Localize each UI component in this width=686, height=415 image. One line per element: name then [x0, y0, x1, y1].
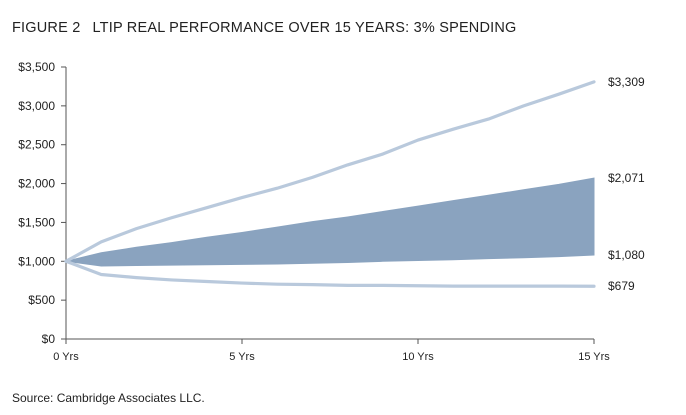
chart-labels: $3,309 $2,071 $1,080 $679	[608, 75, 645, 293]
figure-title-text: LTIP REAL PERFORMANCE OVER 15 YEARS: 3% …	[92, 20, 517, 36]
x-tick-label: 5 Yrs	[229, 351, 255, 363]
y-tick-label: $3,500	[18, 60, 55, 74]
y-tick-label: $1,000	[18, 254, 55, 268]
x-tick-label: 10 Yrs	[402, 351, 434, 363]
y-tick-label: $500	[28, 293, 55, 307]
y-tick-label: $0	[42, 332, 56, 346]
y-tick-label: $1,500	[18, 215, 55, 229]
chart-axes: $0 $500 $1,000 $1,500 $2,000 $2,500 $3,000 $3,5…	[18, 60, 610, 363]
end-label-band-upper: $2,071	[608, 171, 645, 185]
y-tick-label: $2,000	[18, 177, 55, 191]
end-label-bottom-line: $679	[608, 279, 635, 293]
y-tick-label: $2,500	[18, 138, 55, 152]
end-label-band-lower: $1,080	[608, 248, 645, 262]
end-label-top-line: $3,309	[608, 75, 645, 89]
figure-title: FIGURE 2 LTIP REAL PERFORMANCE OVER 15 YE…	[12, 20, 517, 36]
x-tick-label: 0 Yrs	[53, 351, 79, 363]
series-line-2	[64, 259, 596, 288]
figure-label: FIGURE 2	[12, 20, 81, 36]
y-tick-label: $3,000	[18, 99, 55, 113]
source-note: Source: Cambridge Associates LLC.	[12, 391, 205, 405]
chart-marks	[64, 80, 596, 288]
band-area	[65, 177, 595, 267]
series-line-1	[64, 80, 596, 263]
x-tick-label: 15 Yrs	[578, 351, 610, 363]
